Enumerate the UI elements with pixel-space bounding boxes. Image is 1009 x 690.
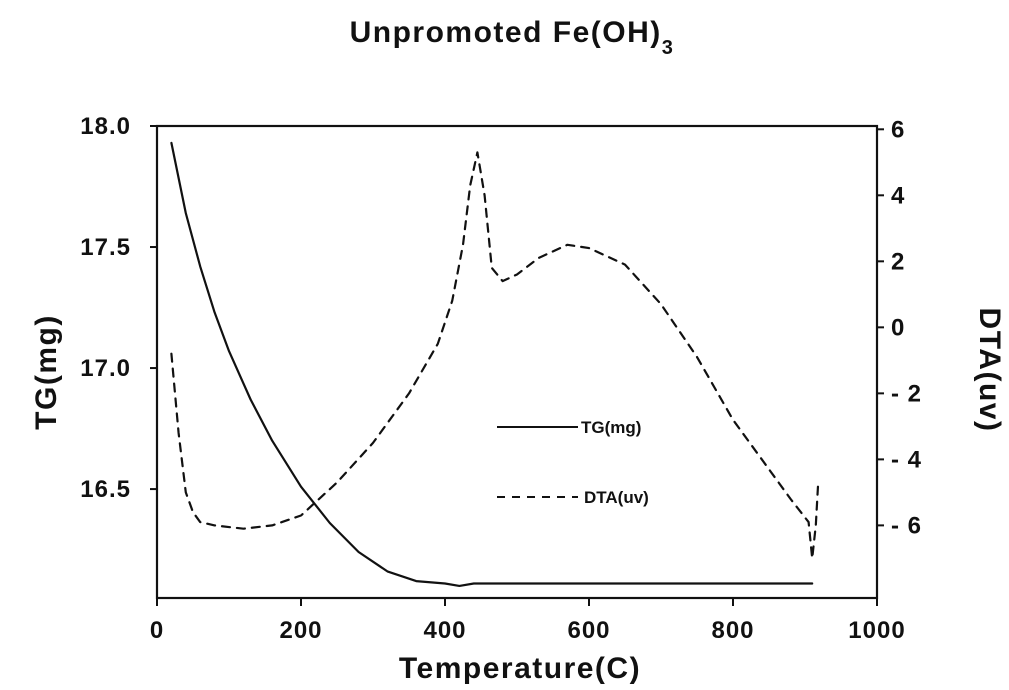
y-left-tick-label: 18.0 [80,113,131,140]
y-right-tick-label: 0 [891,314,905,341]
legend-label-tg: TG(mg) [581,418,641,437]
y-right-tick-label: - 4 [891,446,922,473]
y-right-tick-label: - 2 [891,380,922,407]
series-line-tg [170,141,814,588]
y-right-tick-label: 2 [891,248,905,275]
series-line-dta [170,151,820,560]
y-left-tick-label: 16.5 [80,476,131,503]
y-axis-left-label: TG(mg) [30,314,63,430]
y-axis-left-ticks: 16.5 17.0 17.5 18.0 [80,113,157,503]
series-layer [170,141,820,588]
y-left-tick-label: 17.5 [80,234,131,261]
y-axis-right-label: DTA(uv) [973,308,1006,433]
x-axis-ticks: 0 200 400 600 800 1000 [150,598,905,644]
x-tick-label: 600 [567,617,610,644]
y-right-tick-label: - 6 [891,512,922,539]
y-left-tick-label: 17.0 [80,355,131,382]
x-tick-label: 0 [150,617,164,644]
chart-title-main: Unpromoted Fe(OH) [350,16,662,49]
y-right-tick-label: 6 [891,116,905,143]
plot-frame [155,124,879,600]
x-tick-label: 1000 [848,617,905,644]
x-axis-label: Temperature(C) [399,652,641,685]
y-right-tick-label: 4 [891,182,905,209]
legend-label-dta: DTA(uv) [584,488,649,507]
y-axis-right-ticks: - 6 - 4 - 2 0 2 4 6 [877,116,922,539]
legend: TG(mg) DTA(uv) [497,418,649,507]
x-tick-label: 400 [423,617,466,644]
x-tick-label: 800 [711,617,754,644]
chart-title: Unpromoted Fe(OH)3 [350,16,675,59]
x-tick-label: 200 [279,617,322,644]
chart-title-subscript: 3 [662,37,675,59]
